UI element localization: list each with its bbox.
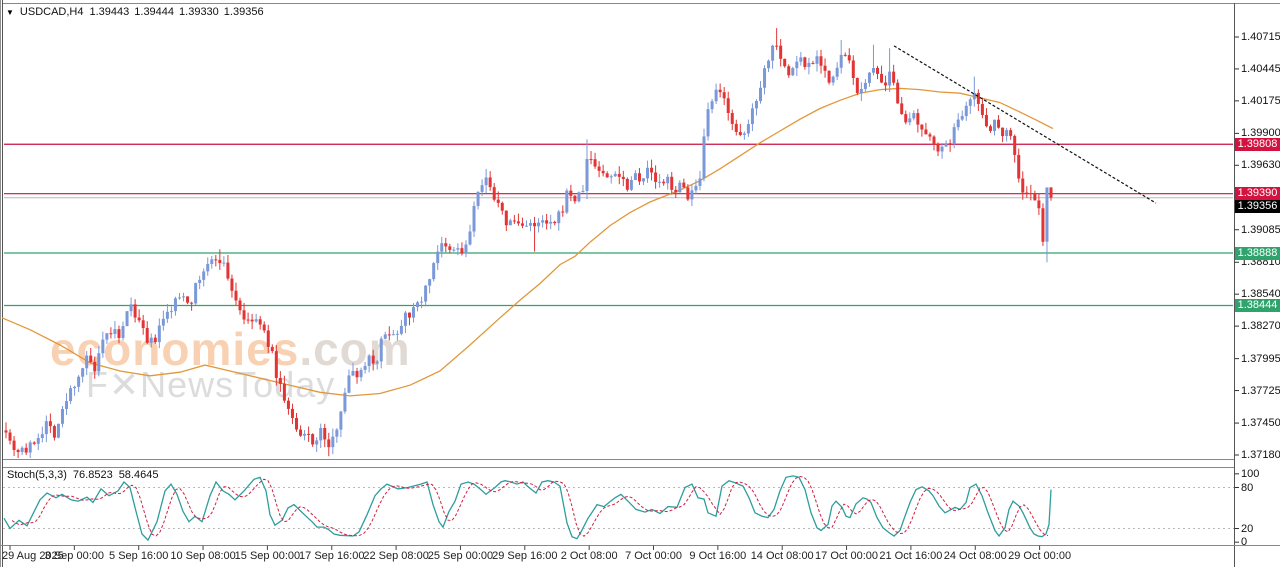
chart-title-bar: ▼ USDCAD,H4 1.39443 1.39444 1.39330 1.39… xyxy=(6,6,264,18)
price-badge-1.38444: 1.38444 xyxy=(1235,299,1280,313)
time-axis-label: 2 Oct 08:00 xyxy=(560,550,618,562)
time-axis-label: 25 Sep 00:00 xyxy=(427,550,494,562)
price-badge-1.39808: 1.39808 xyxy=(1235,137,1280,151)
time-axis-label: 10 Sep 08:00 xyxy=(170,550,236,562)
time-axis-label: 9 Oct 16:00 xyxy=(689,550,747,562)
time-axis-label: 29 Oct 00:00 xyxy=(1008,550,1072,562)
time-axis-label: 29 Sep 16:00 xyxy=(492,550,558,562)
bar-low-value: 1.39330 xyxy=(179,6,219,18)
time-axis-label: 17 Sep 16:00 xyxy=(299,550,365,562)
price-axis-tick-label: 1.39085 xyxy=(1241,223,1280,236)
price-axis-tick-label: 1.37180 xyxy=(1241,448,1280,461)
price-badge-1.39356: 1.39356 xyxy=(1235,200,1280,214)
indicator-label: Stoch(5,3,3) 76.8523 58.4645 xyxy=(7,469,158,481)
price-axis-tick-label: 1.38540 xyxy=(1241,288,1280,301)
indicator-name: Stoch(5,3,3) xyxy=(7,469,67,481)
price-axis-tick-label: 1.37725 xyxy=(1241,384,1280,397)
price-axis-tick-label: 1.38270 xyxy=(1241,320,1280,333)
stoch-axis-level-label: 100 xyxy=(1241,467,1260,480)
price-axis-tick-label: 1.39900 xyxy=(1241,127,1280,140)
price-axis-tick-label: 1.40445 xyxy=(1241,62,1280,75)
bar-close-value: 1.39356 xyxy=(223,6,264,18)
price-badge-1.38888: 1.38888 xyxy=(1235,246,1280,260)
bar-high-value: 1.39444 xyxy=(134,6,175,18)
indicator-signal-value: 58.4645 xyxy=(118,469,159,481)
time-axis-label: 22 Sep 08:00 xyxy=(363,550,429,562)
time-axis-label: 3 Sep 00:00 xyxy=(44,550,105,562)
time-axis-label: 29 Aug 2025 xyxy=(2,550,64,562)
indicator-main-value: 76.8523 xyxy=(72,469,113,481)
bar-open-value: 1.39443 xyxy=(89,6,130,18)
time-axis-label: 21 Oct 16:00 xyxy=(879,550,943,562)
watermark-brand: economies.com xyxy=(50,323,411,375)
time-axis-label: 7 Oct 00:00 xyxy=(625,550,682,562)
stoch-axis-level-label: 80 xyxy=(1241,481,1254,494)
time-axis-label: 17 Oct 00:00 xyxy=(815,550,879,562)
time-axis-label: 24 Oct 08:00 xyxy=(943,550,1007,562)
price-axis-tick-label: 1.40175 xyxy=(1241,94,1280,107)
symbol-dropdown-icon[interactable]: ▼ xyxy=(6,7,14,17)
watermark-subtitle: F✕NewsToday xyxy=(86,364,336,405)
price-axis-tick-label: 1.40715 xyxy=(1241,31,1280,43)
stoch-axis-level-label: 20 xyxy=(1241,522,1254,535)
price-axis-tick-label: 1.37995 xyxy=(1241,352,1280,365)
symbol-period-label: USDCAD,H4 xyxy=(19,6,84,18)
price-badge-1.39390: 1.39390 xyxy=(1235,187,1280,201)
stoch-axis-level-label: 0 xyxy=(1241,536,1248,549)
price-axis-tick-label: 1.39630 xyxy=(1241,159,1280,172)
time-axis-label: 14 Oct 08:00 xyxy=(750,550,814,562)
time-axis-label: 15 Sep 00:00 xyxy=(234,550,301,562)
time-axis-label: 5 Sep 16:00 xyxy=(109,550,169,562)
price-axis-tick-label: 1.37450 xyxy=(1241,417,1280,430)
